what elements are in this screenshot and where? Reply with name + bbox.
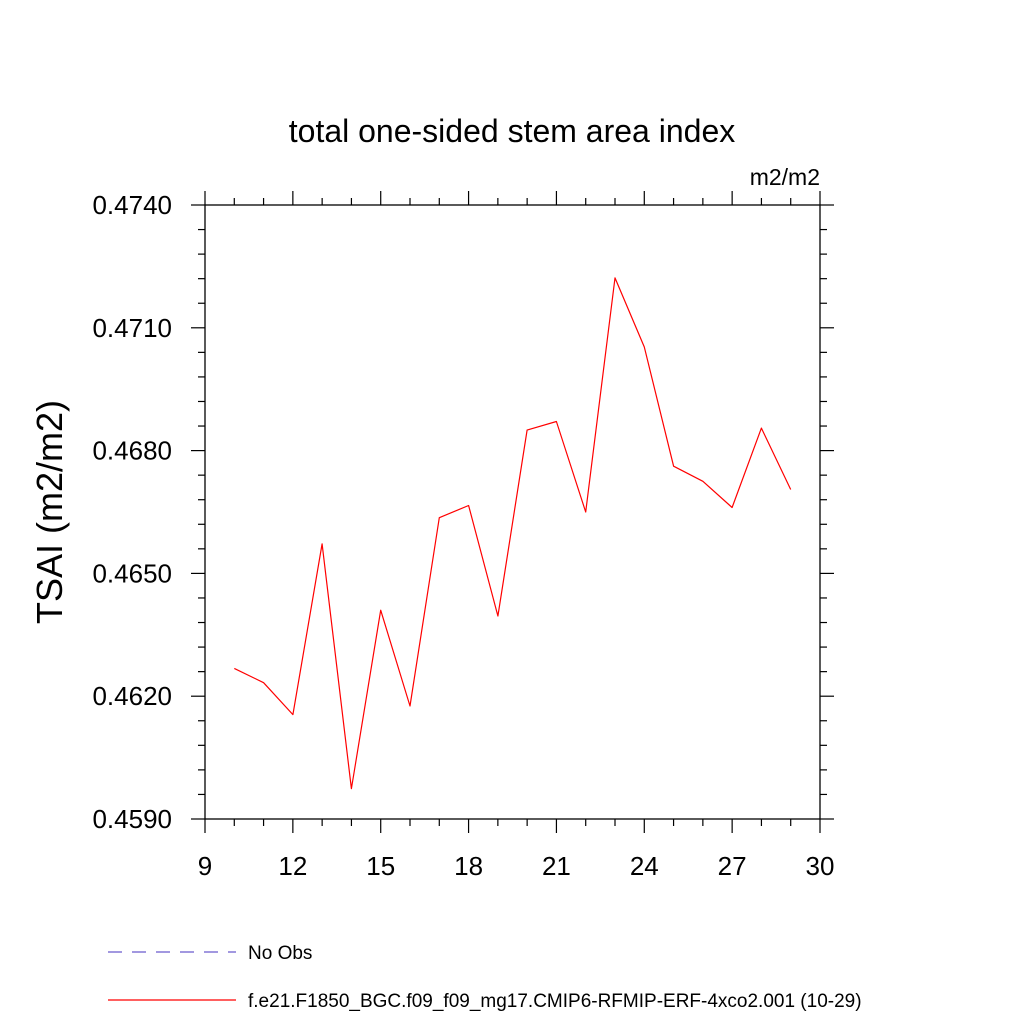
y-tick-label: 0.4620 [92,681,172,711]
legend-label-0: No Obs [248,943,312,964]
x-tick-label: 18 [454,851,483,881]
x-tick-label: 24 [630,851,659,881]
legend: No Obs f.e21.F1850_BGC.f09_f09_mg17.CMIP6… [108,943,862,1012]
y-axis-label: TSAI (m2/m2) [29,400,70,624]
plot-frame [204,204,821,820]
series-layer [234,277,792,790]
x-tick-label: 12 [278,851,307,881]
x-tick-label: 30 [806,851,835,881]
x-tick-label: 27 [718,851,747,881]
units-label: m2/m2 [750,164,820,190]
tick-labels: 9 12 15 18 21 24 27 30 0.4590 0.4620 0.4650 0.4680 0… [92,190,834,881]
y-tick-label: 0.4590 [92,804,172,834]
y-tick-label: 0.4710 [92,313,172,343]
chart-title: total one-sided stem area index [289,113,735,149]
x-tick-label: 9 [198,851,212,881]
x-tick-label: 15 [366,851,395,881]
x-tick-label: 21 [542,851,571,881]
y-tick-label: 0.4680 [92,436,172,466]
legend-label-1: f.e21.F1850_BGC.f09_f09_mg17.CMIP6-RFMIP… [248,991,862,1012]
y-tick-label: 0.4650 [92,558,172,588]
axis-ticks [191,191,834,833]
series-line-1 [234,277,792,790]
y-tick-label: 0.4740 [92,190,172,220]
